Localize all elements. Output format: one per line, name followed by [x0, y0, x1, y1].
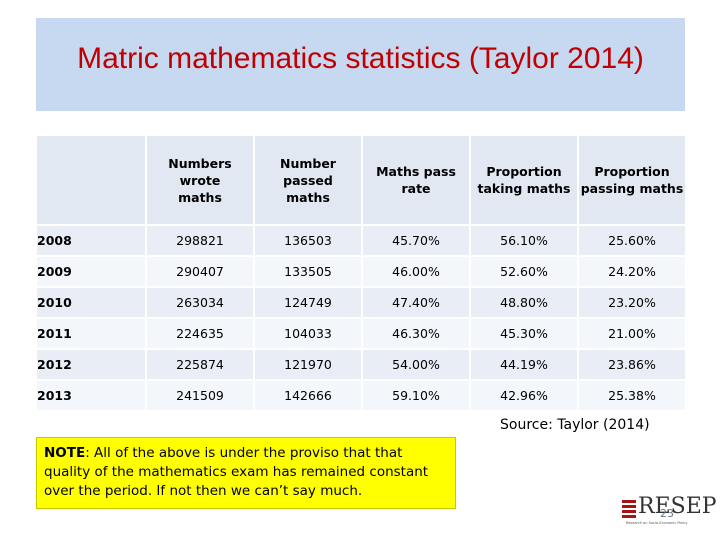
header-proportion-passing: Proportion passing maths: [579, 136, 685, 224]
cell-pass-rate: 45.70%: [363, 226, 469, 255]
cell-proportion-taking: 56.10%: [471, 226, 577, 255]
note-box: NOTE: All of the above is under the prov…: [36, 437, 456, 509]
cell-proportion-passing: 25.60%: [579, 226, 685, 255]
note-label: NOTE: [44, 445, 86, 461]
cell-numbers-wrote: 298821: [147, 226, 253, 255]
cell-pass-rate: 54.00%: [363, 350, 469, 379]
cell-numbers-wrote: 290407: [147, 257, 253, 286]
statistics-table: Numbers wrote maths Number passed maths Ma…: [35, 134, 687, 412]
table-row: 2013 241509 142666 59.10% 42.96% 25.38%: [37, 381, 685, 410]
title-band: [36, 18, 685, 111]
cell-pass-rate: 46.00%: [363, 257, 469, 286]
cell-proportion-passing: 25.38%: [579, 381, 685, 410]
cell-proportion-taking: 45.30%: [471, 319, 577, 348]
cell-proportion-taking: 44.19%: [471, 350, 577, 379]
header-pass-rate: Maths pass rate: [363, 136, 469, 224]
page-number: 23: [660, 507, 674, 520]
cell-year: 2011: [37, 319, 145, 348]
cell-number-passed: 121970: [255, 350, 361, 379]
cell-proportion-passing: 21.00%: [579, 319, 685, 348]
header-numbers-wrote: Numbers wrote maths: [147, 136, 253, 224]
resep-logo: RESEP Research on Socio-Economic Policy: [622, 494, 717, 526]
cell-numbers-wrote: 225874: [147, 350, 253, 379]
cell-pass-rate: 46.30%: [363, 319, 469, 348]
cell-pass-rate: 47.40%: [363, 288, 469, 317]
cell-year: 2010: [37, 288, 145, 317]
table-row: 2012 225874 121970 54.00% 44.19% 23.86%: [37, 350, 685, 379]
table-row: 2008 298821 136503 45.70% 56.10% 25.60%: [37, 226, 685, 255]
cell-proportion-passing: 24.20%: [579, 257, 685, 286]
cell-numbers-wrote: 241509: [147, 381, 253, 410]
cell-proportion-taking: 42.96%: [471, 381, 577, 410]
table-header-row: Numbers wrote maths Number passed maths Ma…: [37, 136, 685, 224]
header-proportion-taking: Proportion taking maths: [471, 136, 577, 224]
source-citation: Source: Taylor (2014): [500, 417, 650, 433]
cell-number-passed: 133505: [255, 257, 361, 286]
cell-number-passed: 142666: [255, 381, 361, 410]
header-number-passed: Number passed maths: [255, 136, 361, 224]
cell-pass-rate: 59.10%: [363, 381, 469, 410]
cell-year: 2008: [37, 226, 145, 255]
cell-number-passed: 124749: [255, 288, 361, 317]
cell-numbers-wrote: 263034: [147, 288, 253, 317]
cell-number-passed: 104033: [255, 319, 361, 348]
cell-proportion-passing: 23.20%: [579, 288, 685, 317]
cell-year: 2013: [37, 381, 145, 410]
cell-proportion-passing: 23.86%: [579, 350, 685, 379]
cell-year: 2009: [37, 257, 145, 286]
cell-proportion-taking: 52.60%: [471, 257, 577, 286]
cell-numbers-wrote: 224635: [147, 319, 253, 348]
note-text: : All of the above is under the proviso …: [44, 445, 429, 499]
table-row: 2010 263034 124749 47.40% 48.80% 23.20%: [37, 288, 685, 317]
cell-year: 2012: [37, 350, 145, 379]
header-year: [37, 136, 145, 224]
slide-title: Matric mathematics statistics (Taylor 20…: [77, 42, 644, 75]
table-row: 2009 290407 133505 46.00% 52.60% 24.20%: [37, 257, 685, 286]
logo-bars-icon: [622, 500, 636, 520]
table-row: 2011 224635 104033 46.30% 45.30% 21.00%: [37, 319, 685, 348]
cell-number-passed: 136503: [255, 226, 361, 255]
cell-proportion-taking: 48.80%: [471, 288, 577, 317]
